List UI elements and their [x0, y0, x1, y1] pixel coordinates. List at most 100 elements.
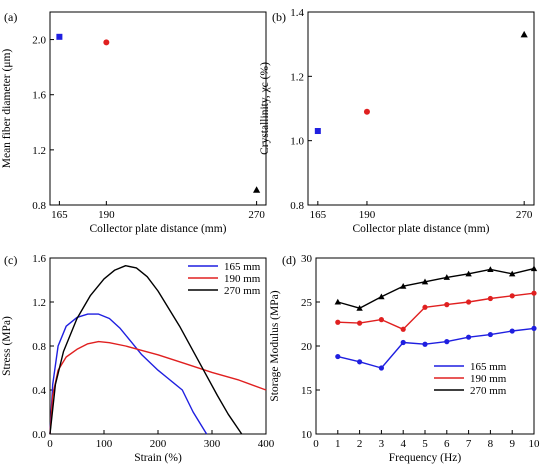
x-tick-label: 6 [444, 438, 450, 450]
x-tick-label: 8 [488, 438, 494, 450]
data-point [487, 331, 493, 338]
data-point [103, 39, 110, 46]
y-tick-label: 1.2 [32, 297, 46, 309]
x-tick-label: 100 [96, 438, 113, 450]
data-point [357, 359, 363, 365]
x-tick-label: 9 [509, 438, 515, 450]
x-axis-title: Frequency (Hz) [389, 452, 462, 464]
y-tick-label: 0.8 [32, 200, 46, 212]
y-tick-label: 1.0 [290, 136, 304, 148]
series-line [337, 327, 535, 369]
x-tick-label: 165 [310, 209, 327, 221]
plot-frame [307, 11, 535, 206]
data-point [335, 353, 341, 360]
data-point [378, 293, 385, 300]
x-tick-label: 7 [466, 438, 472, 450]
series-line [49, 340, 267, 435]
y-tick-label: 20 [301, 341, 313, 353]
legend-label: 165 mm [470, 361, 507, 373]
data-point [334, 298, 341, 305]
x-tick-label: 400 [258, 438, 275, 450]
data-point [400, 339, 406, 346]
data-point [487, 295, 493, 302]
plot-frame [49, 11, 267, 206]
x-tick-label: 4 [400, 438, 406, 450]
legend-label: 165 mm [224, 261, 261, 273]
y-tick-label: 2.0 [32, 35, 46, 47]
data-point [253, 186, 261, 193]
x-tick-label: 165 [51, 209, 68, 221]
legend-label: 190 mm [470, 373, 507, 385]
y-tick-label: 1.6 [32, 90, 46, 102]
x-tick-label: 190 [359, 209, 376, 221]
x-tick-label: 5 [422, 438, 428, 450]
x-tick-label: 300 [204, 438, 221, 450]
series-line [49, 313, 208, 435]
data-point [378, 365, 384, 371]
data-point [509, 270, 516, 277]
panel-label: (c) [4, 253, 17, 267]
panel-label: (d) [282, 253, 296, 267]
x-tick-label: 270 [516, 209, 533, 221]
data-point [530, 265, 538, 272]
y-axis-title: Stress (MPa) [1, 316, 13, 376]
data-point [363, 108, 370, 115]
legend-label: 270 mm [224, 285, 261, 297]
x-tick-label: 270 [248, 209, 265, 221]
data-point [378, 317, 384, 323]
series-line [337, 292, 535, 330]
chart-panel-4: (d) 0 1 2 3 4 5 6 7 8 9 10 10 15 20 25 30 Frequency (Hz) S… [269, 253, 540, 464]
x-tick-label: 10 [529, 438, 541, 450]
x-axis-title: Collector plate distance (mm) [90, 223, 227, 235]
y-axis-title: Mean fiber diameter (μm) [1, 49, 13, 169]
data-point [531, 325, 537, 331]
x-tick-label: 0 [47, 438, 53, 450]
y-axis-title: Storage Modulus (MPa) [269, 290, 281, 401]
series-line [49, 265, 243, 435]
data-point [422, 341, 428, 347]
chart-panel-1: (a) 165 190 270 0.8 1.2 1.6 2.0 Collector plate … [1, 10, 267, 235]
x-tick-label: 0 [313, 438, 319, 450]
data-point [400, 326, 406, 332]
x-tick-label: 3 [379, 438, 385, 450]
y-axis-title: Crystallinity, χc (%) [259, 62, 271, 155]
data-point [509, 328, 515, 334]
y-tick-label: 15 [301, 385, 313, 397]
x-axis-title: Strain (%) [134, 452, 182, 464]
y-tick-label: 0.0 [32, 429, 46, 441]
x-axis-title: Collector plate distance (mm) [353, 223, 490, 235]
y-tick-label: 1.4 [290, 7, 304, 19]
data-point [487, 266, 494, 272]
data-point [466, 299, 472, 305]
chart-panel-2: (b) 165 190 270 0.8 1.0 1.2 1.4 Collector plate … [259, 7, 535, 235]
y-tick-label: 1.6 [32, 253, 46, 265]
data-point [422, 304, 428, 310]
y-tick-label: 1.2 [32, 145, 46, 157]
y-tick-label: 0.4 [32, 385, 46, 397]
y-tick-label: 1.2 [290, 71, 304, 83]
x-tick-label: 200 [150, 438, 167, 450]
data-point [357, 320, 363, 326]
legend-label: 190 mm [224, 273, 261, 285]
y-tick-label: 10 [301, 429, 313, 441]
data-point [520, 30, 528, 38]
panel-label: (b) [272, 10, 286, 24]
legend-label: 270 mm [470, 385, 507, 397]
data-point [335, 319, 341, 325]
data-point [465, 270, 472, 277]
data-point [443, 274, 450, 280]
y-tick-label: 0.8 [290, 200, 304, 212]
x-tick-label: 190 [98, 209, 115, 221]
panel-label: (a) [4, 10, 17, 24]
data-point [466, 334, 472, 340]
y-tick-label: 30 [301, 253, 313, 265]
data-point [509, 293, 515, 299]
data-point [314, 128, 321, 135]
y-tick-label: 0.8 [32, 341, 46, 353]
series-line [337, 267, 535, 309]
data-point [444, 302, 450, 308]
data-point [421, 278, 429, 285]
